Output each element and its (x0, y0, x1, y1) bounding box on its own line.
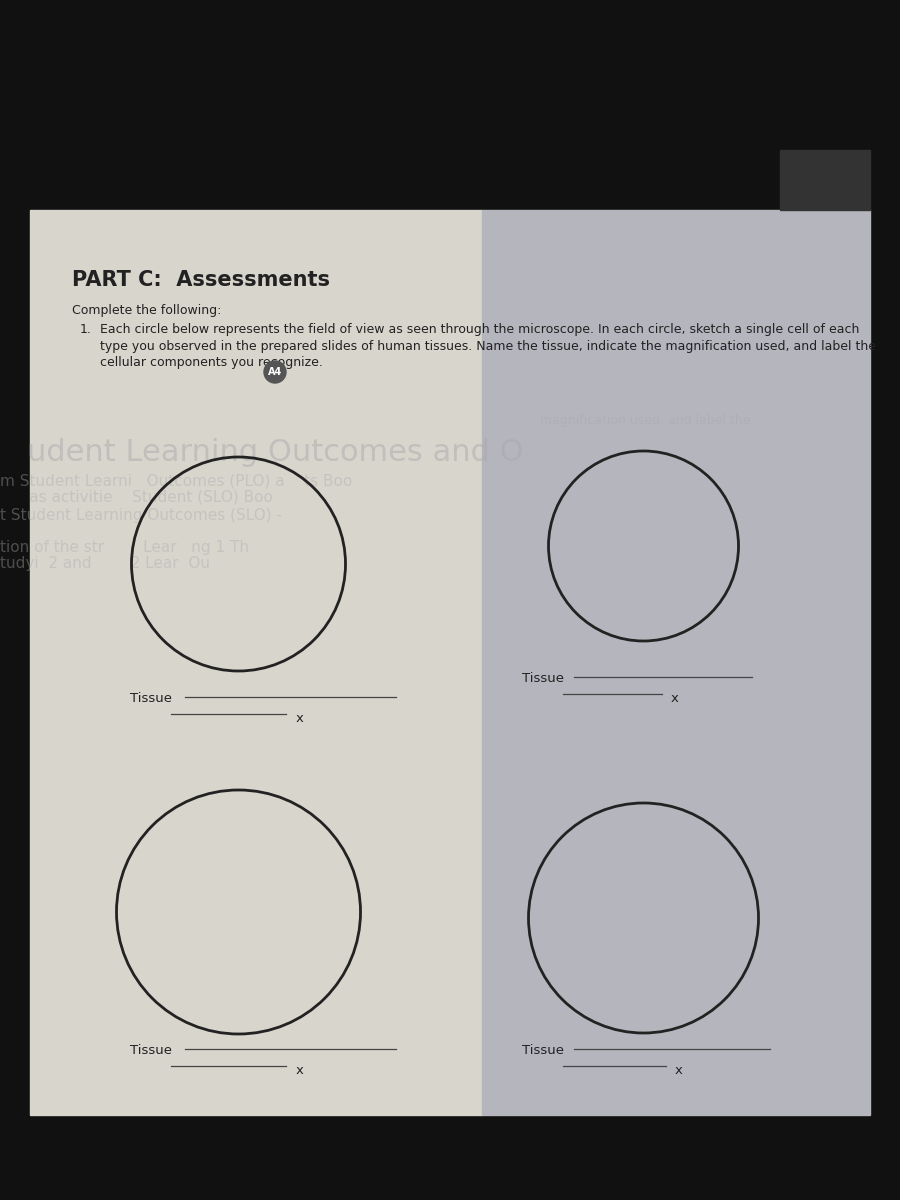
Text: x: x (670, 692, 679, 706)
Text: as activitie    Student (SLO) Boo: as activitie Student (SLO) Boo (0, 490, 273, 504)
Text: t Student Learning Outcomes (SLO) -: t Student Learning Outcomes (SLO) - (0, 508, 282, 523)
Text: Tissue: Tissue (130, 692, 173, 706)
Text: tudyi  2 and        2 Lear  Ou: tudyi 2 and 2 Lear Ou (0, 556, 210, 571)
Text: Each circle below represents the field of view as seen through the microscope. I: Each circle below represents the field o… (100, 323, 860, 336)
Text: x: x (295, 713, 303, 725)
Text: m Student Learni   Outcomes (PLO) a    ts Boo: m Student Learni Outcomes (PLO) a ts Boo (0, 474, 352, 490)
Text: tion of the str        Lear   ng 1 Th: tion of the str Lear ng 1 Th (0, 540, 249, 554)
Text: x: x (295, 1064, 303, 1078)
Text: PART C:  Assessments: PART C: Assessments (72, 270, 330, 290)
Text: 1.: 1. (80, 323, 92, 336)
Text: A4: A4 (268, 367, 282, 377)
Text: Tissue: Tissue (522, 672, 564, 685)
Circle shape (264, 361, 286, 383)
Text: udent Learning Outcomes and O: udent Learning Outcomes and O (27, 438, 524, 467)
Text: magnification used, and label the: magnification used, and label the (540, 414, 751, 427)
Text: Complete the following:: Complete the following: (72, 304, 221, 317)
Text: cellular components you recognize.: cellular components you recognize. (100, 356, 323, 370)
Text: Tissue: Tissue (522, 1044, 564, 1057)
Bar (30, 210, 482, 1115)
Bar (482, 210, 870, 1115)
Text: x: x (675, 1064, 683, 1078)
Text: type you observed in the prepared slides of human tissues. Name the tissue, indi: type you observed in the prepared slides… (100, 340, 876, 353)
Text: Tissue: Tissue (130, 1044, 173, 1057)
Bar (780, 150, 870, 210)
